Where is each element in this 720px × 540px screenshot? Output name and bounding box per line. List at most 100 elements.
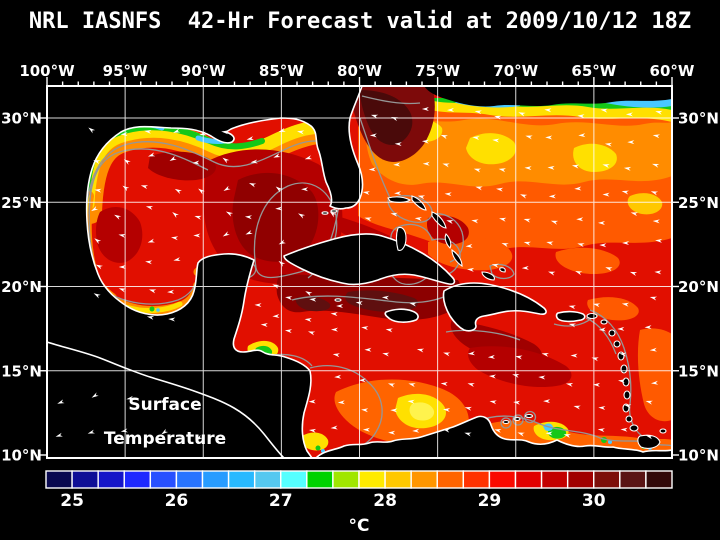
annotation-temperature: Temperature xyxy=(104,429,226,449)
vector-arrow-icon xyxy=(169,155,177,161)
vector-arrow-icon xyxy=(114,214,122,220)
vector-arrow-icon xyxy=(275,186,283,193)
vector-arrow-icon xyxy=(364,217,372,222)
vector-arrow-icon xyxy=(645,435,654,440)
vector-arrow-icon xyxy=(538,375,546,380)
vector-arrow-icon xyxy=(487,354,495,359)
vector-arrow-icon xyxy=(600,108,608,113)
lon-label: 95°W xyxy=(103,62,148,80)
colorbar-cell xyxy=(645,470,673,489)
vector-arrow-icon xyxy=(390,116,399,122)
vector-arrow-icon xyxy=(260,323,268,328)
vector-arrow-icon xyxy=(304,318,312,323)
vector-arrow-icon xyxy=(571,164,580,169)
vector-arrow-icon xyxy=(489,400,497,405)
vector-arrow-icon xyxy=(464,406,472,411)
vector-arrow-icon xyxy=(523,218,531,223)
vector-arrow-icon xyxy=(362,191,370,196)
vector-arrow-icon xyxy=(337,400,345,405)
vector-arrow-icon xyxy=(334,374,342,379)
colorbar-cell xyxy=(384,470,412,489)
colorbar-cell xyxy=(410,470,438,489)
vector-arrow-icon xyxy=(652,134,660,139)
vector-arrow-icon xyxy=(524,166,532,171)
latitude-axis-right: 30°N 25°N 20°N 15°N 10°N xyxy=(672,110,719,465)
vector-arrow-icon xyxy=(574,186,582,191)
vector-arrow-icon xyxy=(304,155,313,160)
colorbar-cell xyxy=(619,470,647,489)
vector-arrow-icon xyxy=(467,267,475,272)
vector-arrow-icon xyxy=(305,291,313,297)
vector-arrow-icon xyxy=(381,295,390,300)
vector-arrow-icon xyxy=(94,188,102,193)
lon-label: 80°W xyxy=(337,62,382,80)
vector-arrow-icon xyxy=(147,152,156,157)
vector-arrow-icon xyxy=(618,379,626,384)
vector-arrow-icon xyxy=(550,220,559,225)
vector-arrow-icon xyxy=(578,133,586,138)
vector-arrow-icon xyxy=(364,347,372,352)
vector-arrow-icon xyxy=(192,160,200,165)
colorbar-tick-label: 26 xyxy=(165,491,189,511)
vector-arrow-icon xyxy=(548,271,556,276)
vector-arrow-icon xyxy=(148,289,157,294)
vector-arrow-icon xyxy=(501,242,509,248)
vector-arrow-icon xyxy=(144,129,152,134)
vector-arrow-icon xyxy=(598,405,606,410)
vector-arrow-icon xyxy=(465,243,473,248)
vector-arrow-icon xyxy=(471,219,479,224)
vector-arrow-icon xyxy=(285,296,293,301)
vector-arrow-icon xyxy=(543,399,551,404)
vector-arrow-icon xyxy=(651,380,659,385)
colorbar-tick-label: 25 xyxy=(60,491,84,511)
vector-arrow-icon xyxy=(472,136,480,141)
colorbar-tick-label: 29 xyxy=(478,491,502,511)
vector-arrow-icon xyxy=(329,211,337,218)
vector-arrow-icon xyxy=(644,325,652,330)
vector-arrow-icon xyxy=(414,216,422,221)
vector-arrow-icon xyxy=(622,241,630,246)
vector-arrow-icon xyxy=(145,205,154,210)
vector-arrow-icon xyxy=(278,127,286,133)
vector-arrow-icon xyxy=(394,142,402,147)
lon-label: 100°W xyxy=(19,62,75,80)
vector-arrow-icon xyxy=(498,168,506,173)
south-america-land xyxy=(315,415,672,458)
vector-arrow-icon xyxy=(120,428,128,433)
vector-arrow-icon xyxy=(591,357,599,362)
vector-arrow-icon xyxy=(93,293,101,299)
vector-arrow-icon xyxy=(440,382,448,386)
vector-arrow-icon xyxy=(278,260,286,267)
lat-label-right: 20°N xyxy=(678,278,719,296)
vector-arrow-icon xyxy=(541,352,549,357)
vector-arrow-icon xyxy=(122,185,130,192)
colorbar-cell xyxy=(253,470,282,489)
vector-arrow-icon xyxy=(91,392,99,398)
map-interior: Surface Temperature xyxy=(47,86,672,458)
north-america-land xyxy=(47,86,364,458)
colorbar-cell xyxy=(123,470,152,489)
vector-arrow-icon xyxy=(421,139,430,144)
vector-arrow-icon xyxy=(168,317,176,322)
vector-arrow-icon xyxy=(355,301,363,306)
vector-arrow-icon xyxy=(473,168,482,173)
lon-label: 70°W xyxy=(493,62,538,80)
colorbar-cell xyxy=(201,470,230,489)
vector-arrow-icon xyxy=(385,328,393,333)
vector-arrow-icon xyxy=(570,353,578,358)
colorbar-cell xyxy=(175,470,204,489)
vector-arrow-icon xyxy=(602,164,610,169)
vector-arrow-icon xyxy=(308,428,317,433)
vector-arrow-icon xyxy=(598,220,606,225)
cuba xyxy=(283,233,456,286)
colorbar-cell xyxy=(462,470,491,489)
vector-arrow-icon xyxy=(118,288,126,293)
vector-arrow-icon xyxy=(624,404,632,409)
vector-arrow-icon xyxy=(222,157,230,164)
vector-arrow-icon xyxy=(515,355,523,360)
lat-label-right: 10°N xyxy=(678,447,719,465)
vector-arrow-icon xyxy=(604,142,613,147)
page-title: NRL IASNFS 42-Hr Forecast valid at 2009/… xyxy=(29,9,691,34)
vector-arrow-icon xyxy=(521,265,529,270)
